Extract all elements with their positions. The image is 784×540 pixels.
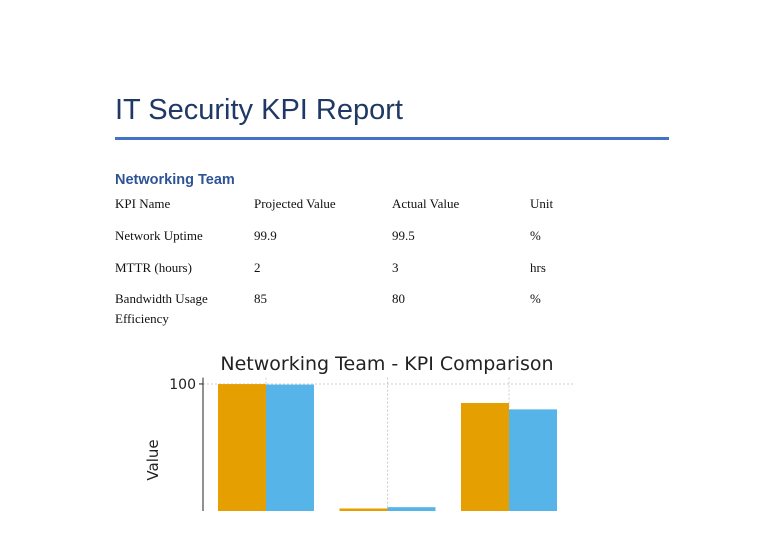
table-cell: 99.9 <box>254 228 277 243</box>
bar-series2 <box>509 409 557 511</box>
page-title: IT Security KPI Report <box>115 94 403 126</box>
section-title: Networking Team <box>115 172 235 188</box>
chart-title: Networking Team - KPI Comparison <box>220 353 553 375</box>
header-projected: Projected Value <box>254 196 336 211</box>
table-cell: Bandwidth Usage Efficiency <box>115 291 208 326</box>
table-cell: 2 <box>254 260 261 275</box>
table-cell: % <box>530 228 541 243</box>
table-cell: 99.5 <box>392 228 415 243</box>
kpi-comparison-chart: Networking Team - KPI Comparison Value 1… <box>144 353 575 511</box>
header-kpi-name: KPI Name <box>115 196 171 211</box>
title-divider <box>115 137 669 140</box>
bar-series1 <box>218 384 266 511</box>
bar-series1 <box>461 403 509 511</box>
table-cell: % <box>530 291 541 306</box>
table-cell: Network Uptime <box>115 228 203 243</box>
table-cell: hrs <box>530 260 546 275</box>
table-cell: 85 <box>254 291 267 306</box>
bar-series2 <box>266 384 314 511</box>
header-actual: Actual Value <box>392 196 460 211</box>
header-unit: Unit <box>530 196 554 211</box>
y-axis-label: Value <box>144 439 162 480</box>
table-cell: 3 <box>392 260 399 275</box>
table-cell: MTTR (hours) <box>115 260 192 275</box>
y-tick-label: 100 <box>169 377 196 393</box>
bar-series2 <box>387 507 436 511</box>
bar-series1 <box>339 508 388 511</box>
table-cell: 80 <box>392 291 405 306</box>
